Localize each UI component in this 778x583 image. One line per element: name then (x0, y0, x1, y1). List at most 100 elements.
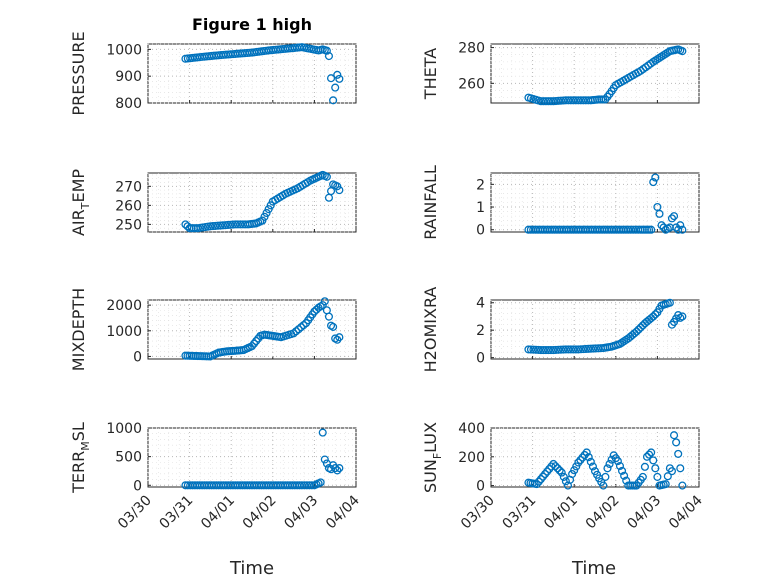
data-point (566, 96, 575, 105)
data-point (624, 225, 633, 234)
data-point (559, 345, 568, 354)
data-point (576, 455, 585, 465)
data-point (649, 178, 658, 187)
data-point (676, 221, 685, 230)
data-point (320, 297, 329, 306)
y-tick-label: 1000 (106, 42, 142, 58)
data-point (536, 475, 545, 484)
data-point (551, 462, 560, 471)
data-point (534, 477, 543, 486)
y-axis-label: RAINFALL (421, 165, 440, 240)
data-point (576, 96, 585, 105)
data-point (638, 472, 647, 481)
data-point (549, 97, 558, 106)
x-tick-label: 03/30 (115, 493, 155, 533)
data-point (292, 327, 301, 336)
data-point (554, 345, 563, 354)
data-point (335, 333, 344, 342)
data-point (206, 222, 215, 231)
data-point (571, 345, 580, 354)
data-point (324, 312, 334, 321)
data-point (316, 478, 325, 487)
data-point (601, 472, 610, 481)
y-tick-label: 260 (115, 198, 142, 214)
data-point (541, 346, 550, 355)
data-point (289, 329, 298, 338)
data-point (649, 312, 658, 321)
data-point (297, 323, 306, 332)
data-point (231, 220, 240, 229)
y-tick-label: 2000 (106, 298, 142, 314)
data-point (294, 325, 303, 334)
y-tick-label: 400 (458, 421, 485, 437)
data-point (526, 345, 535, 354)
data-point (599, 481, 608, 490)
subplot-mixdepth: 0 1000 2000 MIXDEPTH (69, 288, 357, 371)
data-point (302, 481, 311, 490)
y-tick-label: 500 (115, 450, 142, 466)
data-point (632, 327, 641, 336)
data-point (531, 345, 540, 354)
data-point (549, 346, 558, 355)
data-point (569, 96, 578, 105)
data-point (318, 428, 327, 437)
y-axis-label: TERRMSL (69, 422, 92, 494)
data-point (326, 74, 336, 83)
y-tick-label: 0 (476, 479, 485, 495)
x-tick-label: 04/01 (541, 493, 581, 533)
data-point (539, 97, 548, 106)
y-axis-label: PRESSURE (69, 31, 88, 115)
y-tick-label: 1 (476, 200, 485, 216)
y-axis-label: H2OMIXRA (421, 287, 440, 373)
y-tick-label: 1000 (106, 421, 142, 437)
data-point (574, 96, 583, 105)
data-point (333, 70, 342, 79)
data-point (551, 96, 560, 106)
data-point (546, 97, 555, 106)
data-point (642, 452, 652, 461)
subplot-air-temp: 250 260 270 AIRTEMP (69, 169, 357, 236)
data-point (622, 476, 631, 485)
data-point (591, 344, 600, 353)
data-point (672, 438, 681, 447)
y-tick-label: 280 (458, 41, 485, 57)
subplot-rainfall: 0 1 2 RAINFALL (421, 165, 700, 240)
data-point (331, 83, 340, 92)
data-point (581, 344, 590, 354)
x-axis-label-right: Time (571, 558, 616, 579)
data-point (603, 464, 612, 473)
x-tick-label: 03/31 (500, 493, 540, 533)
y-tick-label: 900 (115, 69, 142, 85)
subplot-h2omixra: 0 2 4 H2OMIXRA (421, 287, 700, 373)
data-point (651, 173, 660, 182)
data-point (538, 472, 548, 481)
data-point (640, 462, 649, 471)
data-point (534, 345, 543, 354)
y-tick-label: 0 (476, 351, 485, 367)
x-tick-label: 04/04 (323, 492, 363, 532)
data-point (674, 225, 683, 234)
data-point (634, 325, 643, 334)
data-point (564, 96, 573, 105)
data-point (221, 221, 230, 230)
y-axis-label: AIRTEMP (69, 169, 92, 236)
data-point (536, 346, 545, 355)
data-point (626, 225, 635, 234)
data-point (678, 312, 687, 321)
data-point (580, 450, 589, 460)
data-point (524, 345, 533, 354)
data-point (566, 345, 575, 354)
data-point (651, 464, 660, 473)
data-point (564, 345, 573, 354)
data-point (551, 345, 560, 354)
data-point (554, 96, 563, 105)
y-tick-label: 250 (115, 217, 142, 233)
y-tick-label: 0 (133, 478, 142, 494)
data-point (645, 450, 654, 459)
data-point (541, 97, 550, 106)
data-point (661, 480, 670, 489)
data-point (228, 220, 237, 229)
data-point (651, 310, 660, 319)
data-point (589, 344, 598, 353)
